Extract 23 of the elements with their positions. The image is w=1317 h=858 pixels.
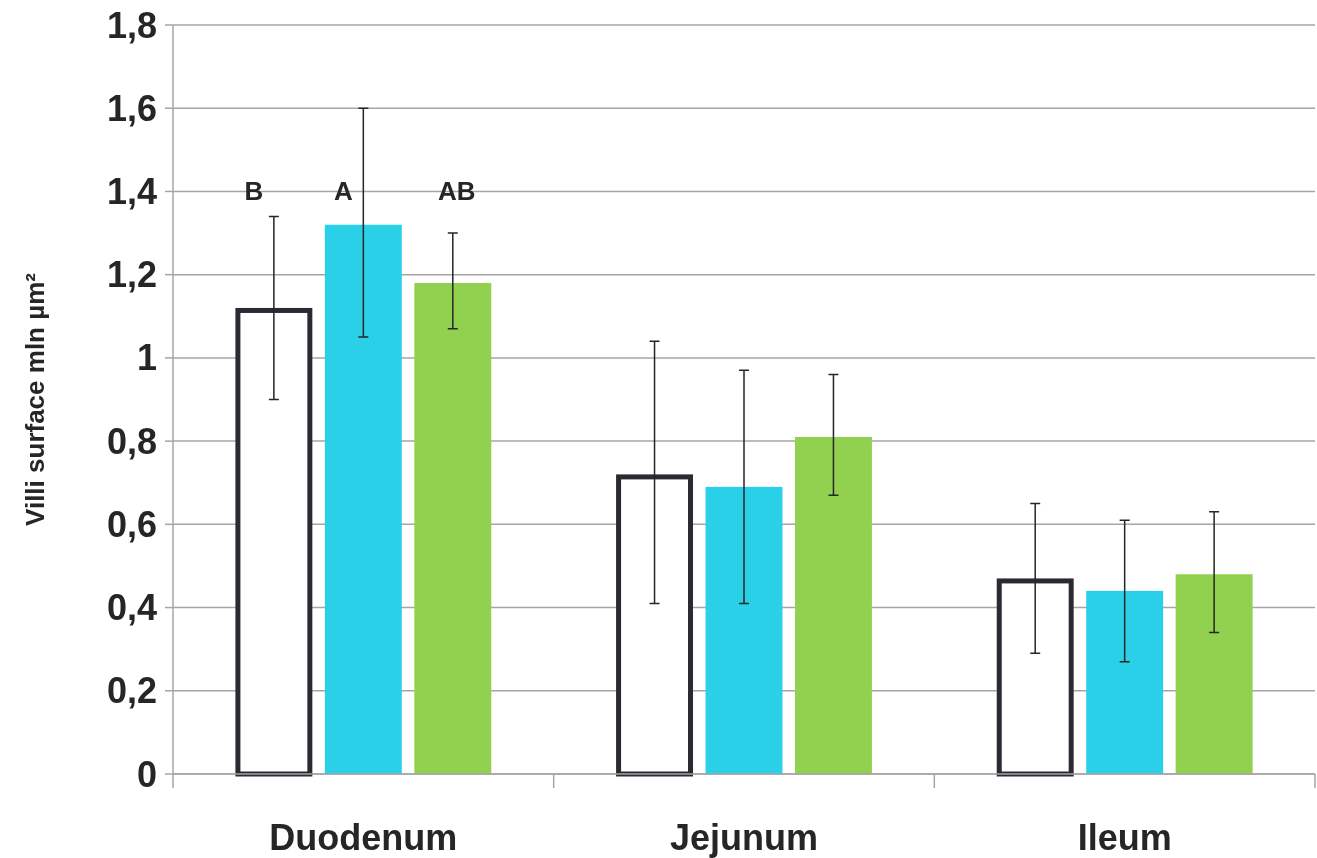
y-tick-label: 0,6 bbox=[106, 503, 157, 545]
bar bbox=[794, 436, 872, 774]
y-tick-label: 1,2 bbox=[106, 254, 157, 296]
bar bbox=[705, 486, 783, 774]
y-tick-label: 1,8 bbox=[106, 4, 157, 46]
x-tick-label: Duodenum bbox=[269, 817, 458, 858]
annotation: B bbox=[244, 176, 264, 207]
bar bbox=[414, 282, 492, 774]
y-axis-title: Villi surface mln µm² bbox=[20, 272, 50, 526]
x-tick-label: Jejunum bbox=[669, 817, 819, 858]
y-tick-label: 1,4 bbox=[106, 171, 157, 213]
y-tick-label: 1,6 bbox=[106, 87, 157, 129]
bar bbox=[1086, 590, 1164, 774]
x-tick-label: Ileum bbox=[1077, 817, 1172, 858]
annotation: AB bbox=[438, 176, 476, 207]
y-tick-label: 0,2 bbox=[106, 670, 157, 712]
y-tick-label: 0 bbox=[136, 753, 157, 795]
bar bbox=[324, 224, 402, 774]
y-tick-label: 1 bbox=[136, 337, 157, 379]
annotation: A bbox=[333, 176, 353, 207]
y-tick-label: 0,8 bbox=[106, 420, 157, 462]
bar bbox=[1175, 574, 1253, 774]
y-tick-label: 0,4 bbox=[106, 587, 157, 629]
